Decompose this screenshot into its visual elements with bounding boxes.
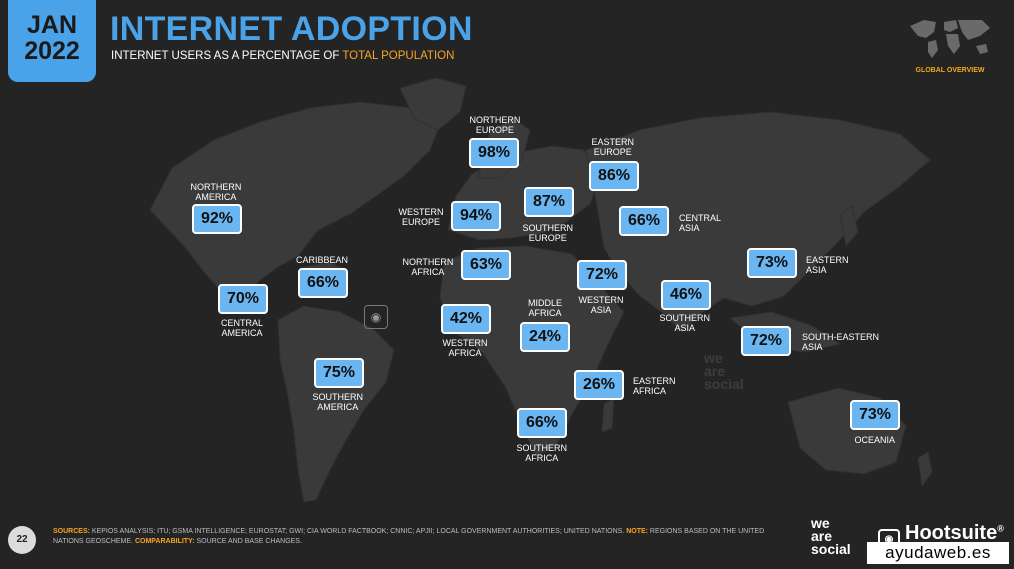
brand-was-line-3: social	[811, 541, 851, 557]
we-are-social-watermark: we are social	[704, 350, 744, 392]
value-tag-eastern-asia: 73%	[747, 248, 797, 278]
region-label-eastern-africa: EASTERN AFRICA	[633, 376, 676, 396]
page-number: 22	[8, 526, 36, 554]
note-text: REGIONS BASED ON THE UNITED NATIONS GEOS…	[53, 528, 765, 545]
value-tag-central-asia: 66%	[619, 206, 669, 236]
watermark-line-3: social	[704, 376, 744, 392]
value-tag-northern-america: 92%	[192, 204, 242, 234]
region-label-central-asia: CENTRAL ASIA	[679, 213, 722, 233]
value-tag-caribbean: 66%	[298, 268, 348, 298]
global-overview-label: GLOBAL OVERVIEW	[915, 67, 985, 74]
comparability-text: SOURCE AND BASE CHANGES.	[194, 538, 302, 545]
value-tag-northern-africa: 63%	[461, 250, 511, 280]
sources-key: SOURCES:	[53, 528, 90, 535]
page-title: INTERNET ADOPTION	[110, 10, 473, 48]
region-label-western-asia: WESTERN ASIA	[578, 295, 624, 315]
hootsuite-logo[interactable]: ◉ Hootsuite®	[878, 522, 1004, 551]
brand-was-line-1: we	[811, 515, 830, 531]
value-tag-central-america: 70%	[218, 284, 268, 314]
value-tag-western-asia: 72%	[577, 260, 627, 290]
region-label-eastern-europe: EASTERN EUROPE	[591, 137, 635, 157]
hootsuite-registered-mark: ®	[997, 523, 1004, 534]
region-label-western-europe: WESTERN EUROPE	[398, 207, 444, 227]
subtitle-prefix: INTERNET USERS AS A PERCENTAGE OF	[111, 50, 343, 62]
value-tag-western-africa: 42%	[441, 304, 491, 334]
source-credit: ayudaweb.es	[867, 542, 1009, 564]
value-tag-southern-asia: 46%	[661, 280, 711, 310]
region-label-southern-africa: SOUTHERN AFRICA	[516, 443, 568, 463]
sources-note: SOURCES: KEPIOS ANALYSIS; ITU; GSMA INTE…	[53, 527, 783, 547]
date-year: 2022	[24, 37, 80, 65]
region-label-northern-africa: NORTHERN AFRICA	[402, 257, 454, 277]
note-key: NOTE:	[626, 528, 648, 535]
region-label-northern-america: NORTHERN AMERICA	[190, 182, 242, 202]
region-label-caribbean: CARIBBEAN	[296, 255, 349, 265]
region-label-central-america: CENTRAL AMERICA	[221, 318, 264, 338]
value-tag-south-eastern-asia: 72%	[741, 326, 791, 356]
value-tag-oceania: 73%	[850, 400, 900, 430]
value-tag-northern-europe: 98%	[469, 138, 519, 168]
comparability-key: COMPARABILITY:	[134, 538, 195, 545]
region-label-southern-europe: SOUTHERN EUROPE	[522, 223, 574, 243]
hootsuite-wordmark: Hootsuite	[905, 522, 998, 544]
value-tag-eastern-africa: 26%	[574, 370, 624, 400]
region-label-northern-europe: NORTHERN EUROPE	[469, 115, 521, 135]
subtitle-highlight: TOTAL POPULATION	[342, 50, 455, 62]
date-month: JAN	[26, 11, 77, 39]
region-label-southern-america: SOUTHERN AMERICA	[312, 392, 364, 412]
region-label-oceania: OCEANIA	[854, 435, 896, 445]
date-badge: JAN 2022	[8, 0, 96, 82]
value-tag-southern-america: 75%	[314, 358, 364, 388]
region-label-south-eastern-asia: SOUTH-EASTERN ASIA	[802, 332, 880, 352]
world-map-icon[interactable]	[904, 14, 994, 60]
region-label-southern-asia: SOUTHERN ASIA	[659, 313, 711, 333]
value-tag-southern-africa: 66%	[517, 408, 567, 438]
we-are-social-logo[interactable]: we are social	[811, 515, 851, 557]
page-subtitle: INTERNET USERS AS A PERCENTAGE OF TOTAL …	[111, 50, 454, 62]
value-tag-middle-africa: 24%	[520, 322, 570, 352]
region-label-western-africa: WESTERN AFRICA	[442, 338, 488, 358]
region-label-eastern-asia: EASTERN ASIA	[806, 255, 849, 275]
owl-watermark-icon: ◉	[364, 305, 388, 329]
value-tag-eastern-europe: 86%	[589, 161, 639, 191]
watermark-line-2: are	[704, 363, 726, 379]
watermark-line-1: we	[704, 350, 723, 366]
value-tag-western-europe: 94%	[451, 201, 501, 231]
sources-text: KEPIOS ANALYSIS; ITU; GSMA INTELLIGENCE;…	[89, 528, 627, 535]
region-label-middle-africa: MIDDLE AFRICA	[528, 298, 563, 318]
brand-was-line-2: are	[811, 528, 833, 544]
value-tag-southern-europe: 87%	[524, 187, 574, 217]
